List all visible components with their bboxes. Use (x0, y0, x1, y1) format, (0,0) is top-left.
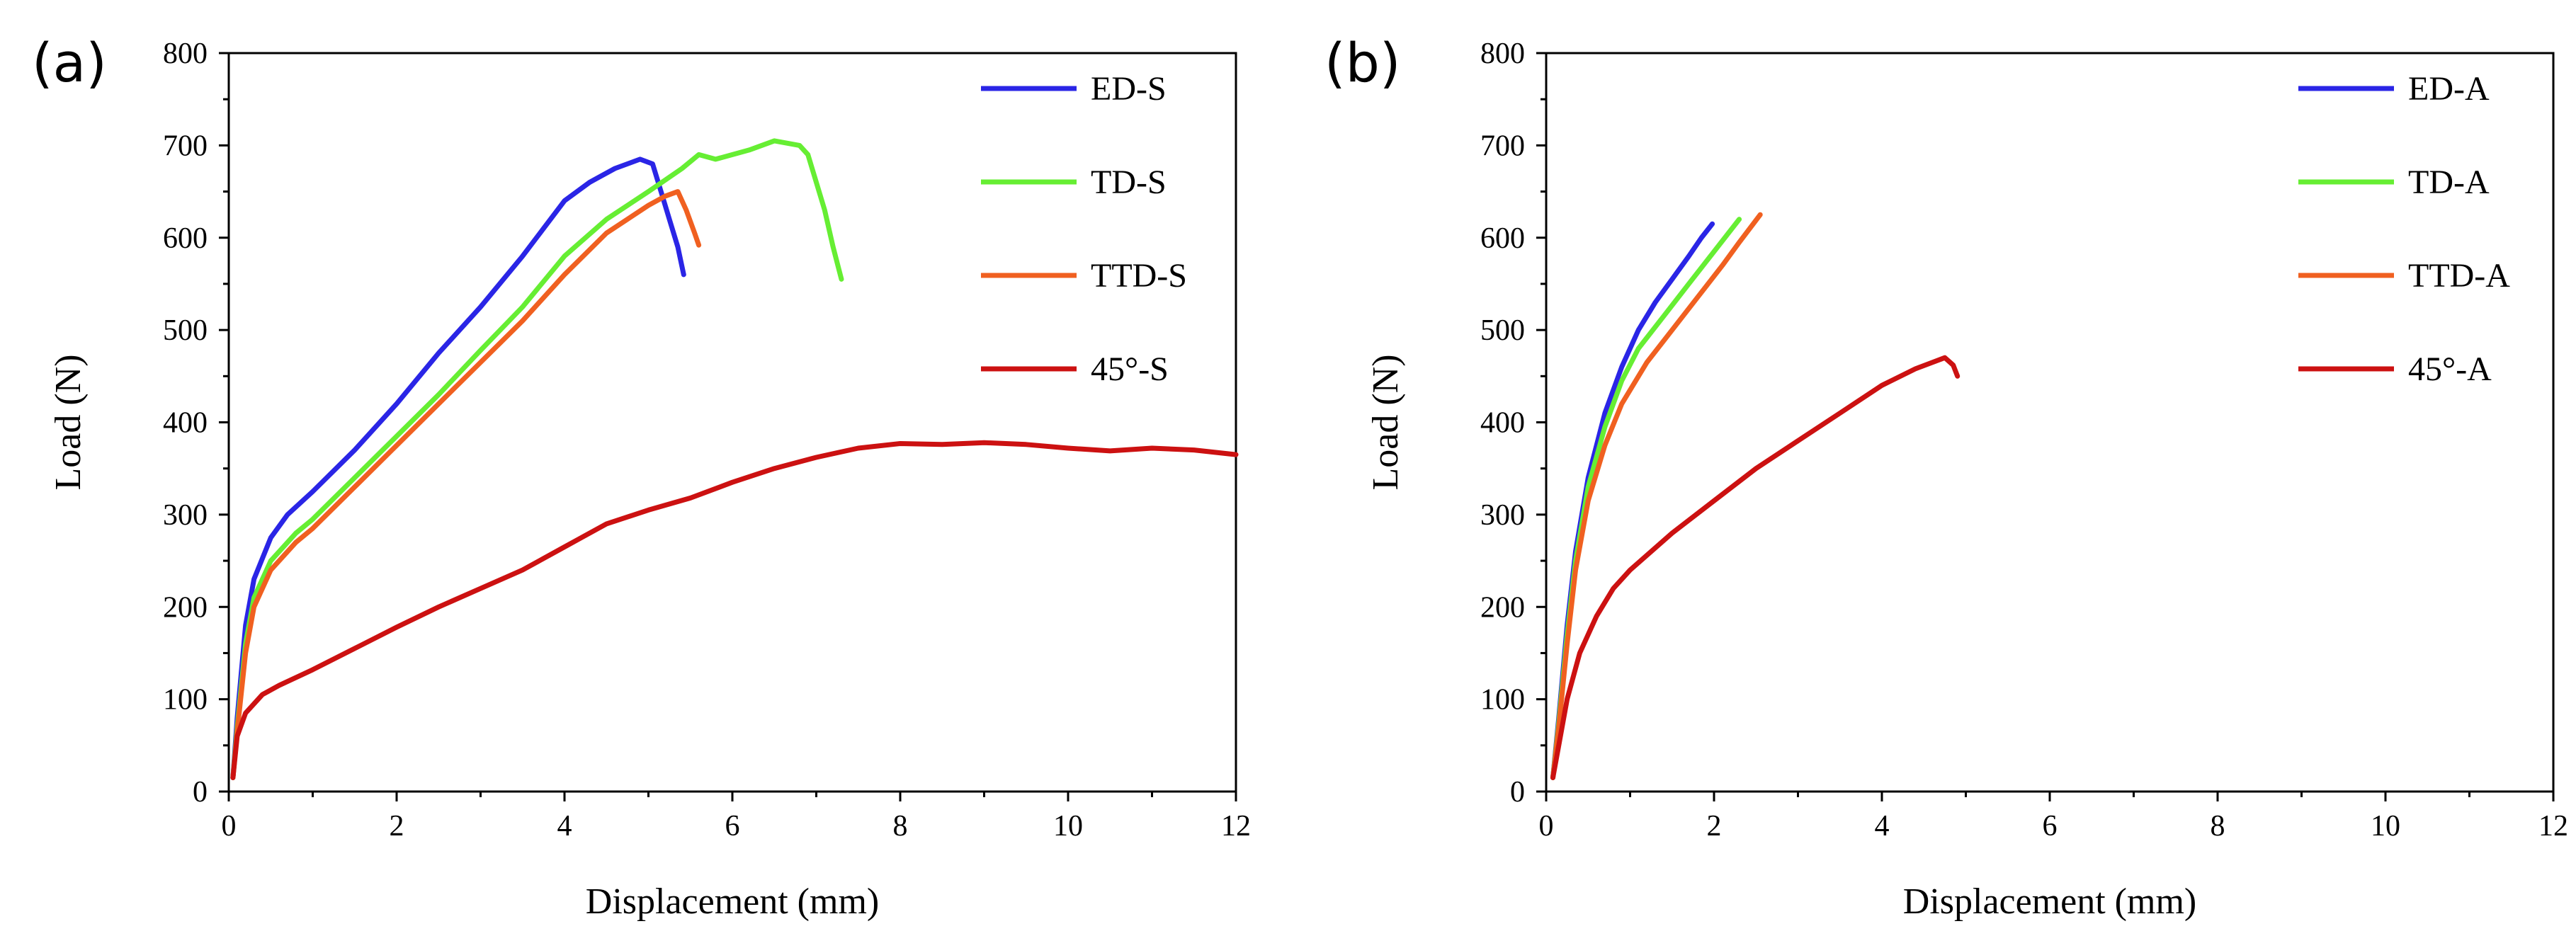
plot-frame (1545, 52, 2555, 793)
legend-label: TD-S (1091, 164, 1167, 201)
y-tick-label: 200 (163, 591, 208, 624)
legend-label: TTD-A (2408, 257, 2510, 295)
y-tick-label: 300 (163, 499, 208, 532)
y-tick-label: 800 (1480, 38, 1525, 70)
legend-label: ED-A (2408, 70, 2490, 108)
y-axis-title: Load (N) (48, 354, 89, 490)
legend: ED-A TD-A TTD-A 45°-A (2298, 70, 2510, 388)
x-tick-label: 12 (2538, 810, 2568, 843)
legend-label: ED-S (1091, 70, 1167, 108)
x-tick-label: 6 (725, 810, 740, 843)
series-line-TTD-S (230, 189, 702, 780)
x-axis-title: Displacement (mm) (586, 881, 879, 922)
panel-label: (b) (1324, 31, 1401, 94)
y-tick-label: 600 (163, 222, 208, 255)
legend: ED-S TD-S TTD-S 45°-S (981, 70, 1187, 388)
legend-label: 45°-S (1091, 350, 1169, 388)
y-tick-label: 300 (1480, 499, 1525, 532)
series-line-45°-A (1550, 355, 1961, 780)
x-tick-label: 10 (1053, 810, 1083, 843)
y-tick-label: 100 (1480, 684, 1525, 716)
y-tick-label: 0 (193, 776, 208, 809)
y-tick-label: 400 (1480, 407, 1525, 440)
chart-panel-a: (a) 0 2 4 6 8 10 12 0 100 200 300 400 500 600 700 800 Dis… (32, 31, 1251, 922)
series-line-TD-A (1550, 217, 1742, 780)
y-tick-label: 600 (1480, 222, 1525, 255)
x-tick-label: 10 (2371, 810, 2400, 843)
x-tick-label: 0 (222, 810, 237, 843)
panel-label: (a) (32, 31, 107, 94)
x-tick-label: 2 (390, 810, 404, 843)
y-tick-label: 800 (163, 38, 208, 70)
legend-label: TTD-S (1091, 257, 1187, 295)
x-tick-label: 0 (1539, 810, 1554, 843)
series-line-ED-S (230, 156, 686, 780)
legend-label: TD-A (2408, 164, 2490, 201)
y-tick-label: 500 (1480, 314, 1525, 347)
x-tick-label: 2 (1707, 810, 1722, 843)
y-tick-label: 400 (163, 407, 208, 440)
y-tick-label: 500 (163, 314, 208, 347)
series-line-TTD-A (1550, 212, 1763, 780)
x-tick-label: 8 (893, 810, 908, 843)
y-tick-label: 100 (163, 684, 208, 716)
legend-label: 45°-A (2408, 350, 2492, 388)
x-tick-label: 4 (1875, 810, 1890, 843)
chart-panel-b: (b) 0 2 4 6 8 10 12 0 100 200 300 400 500 600 700 800 Dis… (1324, 31, 2568, 922)
x-tick-label: 8 (2211, 810, 2225, 843)
y-axis-title: Load (N) (1366, 354, 1406, 490)
x-tick-label: 6 (2043, 810, 2058, 843)
series-line-TD-S (230, 138, 844, 780)
y-tick-label: 200 (1480, 591, 1525, 624)
y-tick-label: 0 (1510, 776, 1525, 809)
x-axis-title: Displacement (mm) (1903, 881, 2196, 922)
series-line-45°-S (230, 440, 1239, 780)
x-tick-label: 4 (557, 810, 572, 843)
x-tick-label: 12 (1221, 810, 1251, 843)
y-tick-label: 700 (163, 130, 208, 162)
y-tick-label: 700 (1480, 130, 1525, 162)
